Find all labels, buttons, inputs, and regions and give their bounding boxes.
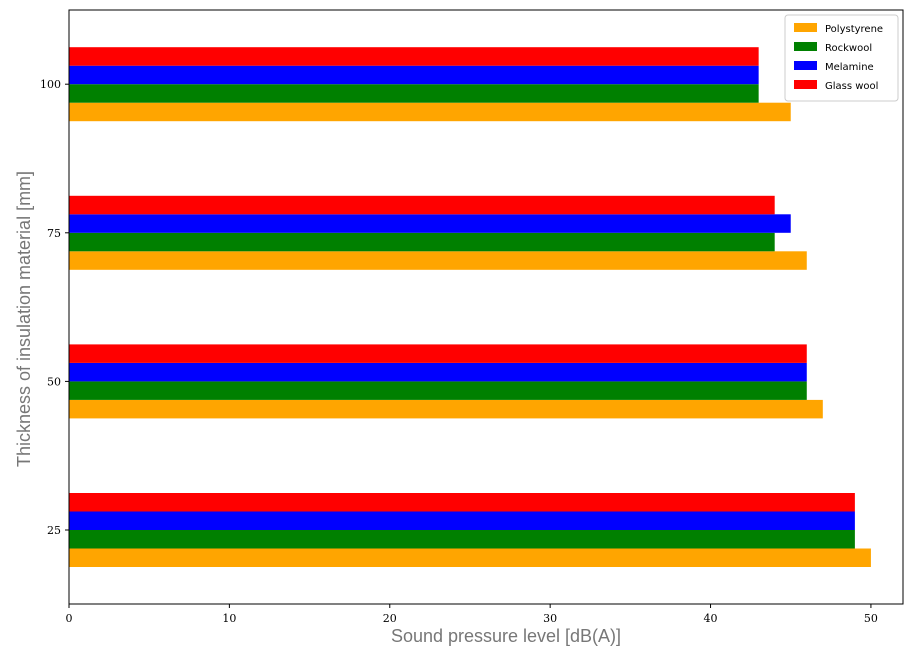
bar-melamine-25	[69, 511, 855, 530]
x-tick-label: 10	[222, 612, 236, 625]
bar-melamine-100	[69, 65, 759, 85]
legend-swatch-polystyrene	[794, 23, 817, 32]
bar-melamine-50	[69, 362, 807, 382]
y-tick-label: 75	[47, 227, 61, 240]
legend-label-polystyrene: Polystyrene	[825, 24, 883, 35]
bar-glass-wool-75	[69, 195, 775, 215]
plot-area-frame	[68, 9, 904, 605]
bar-glass-wool-100	[69, 47, 759, 66]
y-axis-ticks: 25 50 75 100	[40, 78, 69, 537]
legend-swatch-rockwool	[794, 42, 817, 51]
y-tick-label: 50	[47, 375, 61, 388]
legend-label-melamine: Melamine	[825, 62, 874, 73]
bar-melamine-75	[69, 214, 791, 233]
y-tick-label: 100	[40, 78, 61, 91]
legend-box	[784, 14, 899, 102]
x-tick-label: 0	[66, 612, 73, 625]
bar-polystyrene-25	[69, 548, 871, 567]
bar-polystyrene-50	[69, 399, 823, 419]
bars-group	[69, 47, 871, 567]
y-axis-label: Thickness of insulation material [mm]	[14, 171, 34, 467]
bar-rockwool-50	[69, 381, 807, 400]
bar-rockwool-100	[69, 84, 759, 103]
x-tick-label: 40	[704, 612, 718, 625]
legend-swatch-melamine	[794, 61, 817, 70]
legend-label-rockwool: Rockwool	[825, 43, 872, 54]
x-tick-label: 50	[864, 612, 878, 625]
bar-glass-wool-50	[69, 344, 807, 363]
bar-rockwool-75	[69, 232, 775, 252]
x-axis-label: Sound pressure level [dB(A)]	[391, 626, 621, 646]
legend-swatch-glass-wool	[794, 80, 817, 89]
legend: Polystyrene Rockwool Melamine Glass wool	[784, 14, 899, 102]
bar-rockwool-25	[69, 530, 855, 549]
bar-glass-wool-25	[69, 493, 855, 512]
y-tick-label: 25	[47, 524, 61, 537]
legend-label-glass-wool: Glass wool	[825, 81, 878, 92]
bar-polystyrene-75	[69, 251, 807, 270]
x-tick-label: 20	[383, 612, 397, 625]
bar-polystyrene-100	[69, 102, 791, 122]
x-tick-label: 30	[543, 612, 557, 625]
x-axis-ticks: 0 10 20 30 40 50	[66, 604, 878, 625]
